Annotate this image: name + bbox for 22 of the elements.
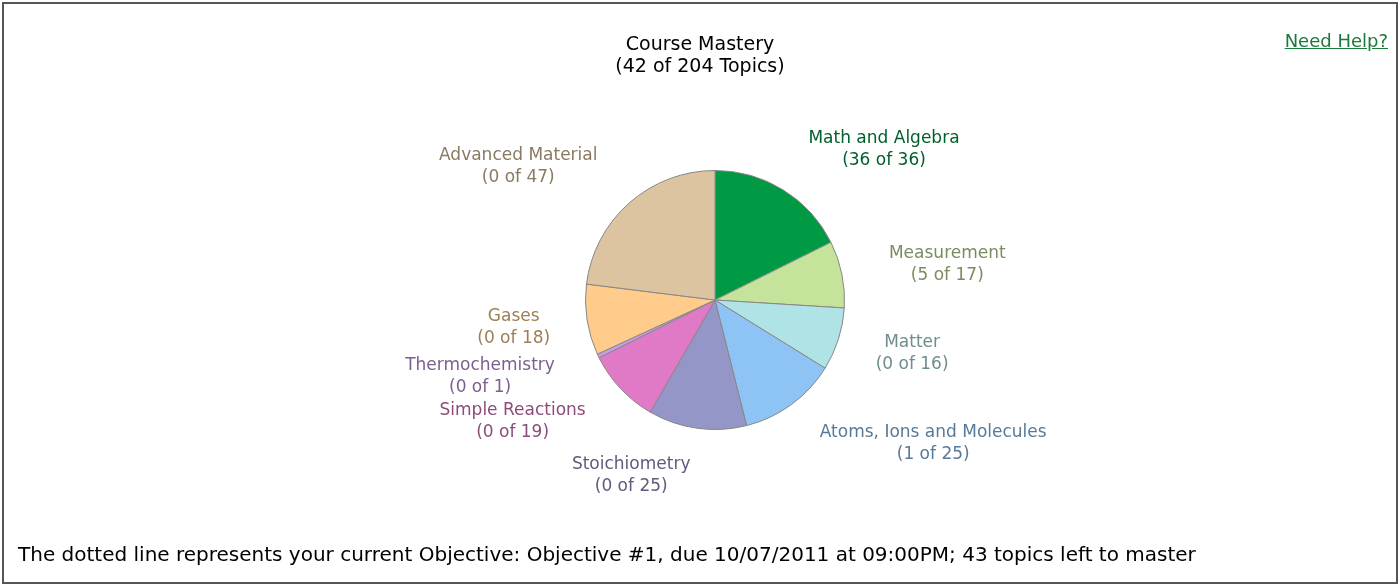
data-label: (0 of 1) <box>449 376 512 397</box>
slice-label: Matter <box>884 331 941 352</box>
chart-subtitle: (42 of 204 Topics) <box>614 54 786 76</box>
data-label: (0 of 25) <box>594 475 668 496</box>
text: Need Help? <box>1284 30 1388 51</box>
data-label: (5 of 17) <box>910 264 984 285</box>
chart-title: Course Mastery <box>625 32 775 54</box>
slice-label: Atoms, Ions and Molecules <box>819 420 1047 441</box>
slice-label: Gases <box>487 304 540 325</box>
data-label: (0 of 18) <box>477 326 551 347</box>
slice-label: Simple Reactions <box>439 399 586 420</box>
data-label: (0 of 16) <box>875 353 949 374</box>
data-label: (36 of 36) <box>842 148 926 169</box>
data-label: (0 of 19) <box>476 421 550 442</box>
slice-label: Measurement <box>888 242 1006 263</box>
data-label: (1 of 25) <box>896 442 970 463</box>
slice-label: Advanced Material <box>439 144 598 165</box>
slice-label: Thermochemistry <box>404 354 555 375</box>
data-label: (0 of 47) <box>481 166 555 187</box>
slice-label: Stoichiometry <box>571 453 691 474</box>
slice-label: Math and Algebra <box>808 126 960 147</box>
text: The dotted line represents your current Objective: Objective #1, due 10/07/2011 at 09:00PM; 43 topics left to master <box>18 542 1196 566</box>
